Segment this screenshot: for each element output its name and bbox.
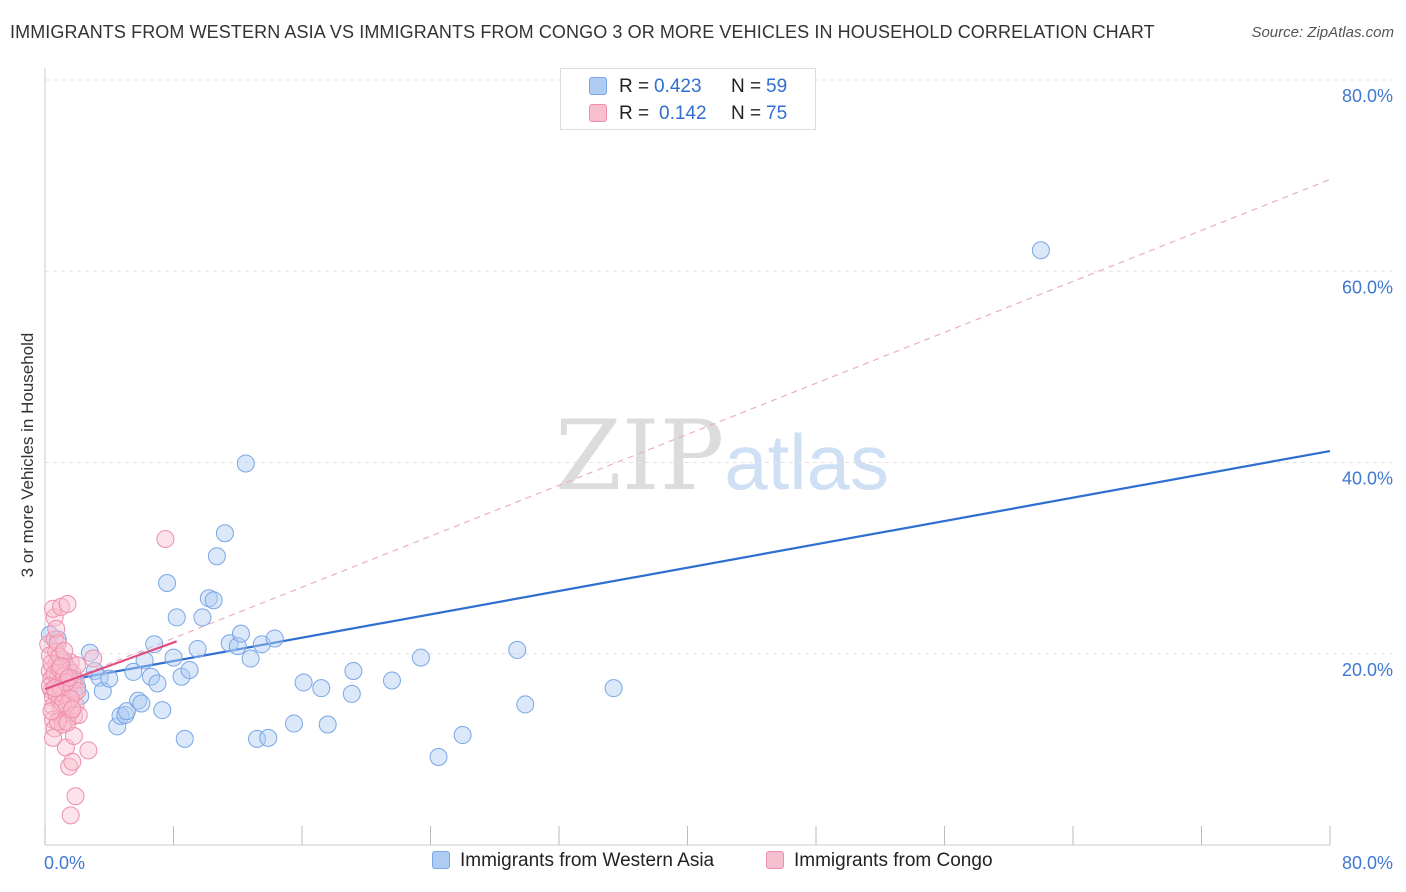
point-western-asia (411, 648, 430, 667)
point-western-asia (180, 661, 199, 680)
source-credit: Source: ZipAtlas.com (1251, 24, 1394, 41)
point-western-asia (265, 629, 284, 648)
point-congo (79, 741, 98, 760)
point-congo (84, 649, 103, 668)
y-tick-label: 60.0% (1342, 277, 1393, 297)
legend-item-congo: Immigrants from Congo (766, 850, 993, 872)
point-congo (156, 530, 175, 548)
chart-title: IMMIGRANTS FROM WESTERN ASIA VS IMMIGRAN… (10, 22, 1155, 42)
legend-n-label: N = (731, 76, 762, 97)
legend-swatch-western-asia (589, 77, 607, 95)
point-western-asia (215, 524, 234, 543)
point-western-asia (153, 701, 172, 720)
point-western-asia (516, 695, 535, 714)
point-congo (61, 806, 80, 825)
x-tick-label: 0.0% (44, 853, 85, 873)
point-western-asia (231, 624, 250, 643)
watermark-zip: ZIP (555, 400, 725, 512)
point-western-asia (318, 715, 337, 734)
correlation-legend: R = 0.423 N = 59 R = 0.142 N = 75 (560, 68, 816, 130)
point-congo (63, 752, 82, 771)
gridlines (45, 79, 1392, 655)
y-tick-label: 40.0% (1342, 469, 1393, 489)
legend-n-label: N = (731, 103, 762, 124)
point-western-asia (284, 714, 303, 733)
point-western-asia (312, 679, 331, 698)
point-congo (60, 757, 79, 776)
data-points (39, 241, 1050, 825)
legend-r-value: 0.423 (654, 76, 702, 97)
point-western-asia (188, 639, 207, 658)
point-western-asia (344, 661, 363, 680)
point-congo (48, 634, 67, 653)
legend-n-value: 75 (766, 103, 788, 124)
point-western-asia (241, 649, 260, 668)
legend-n-value: 59 (766, 76, 788, 97)
point-western-asia (193, 608, 212, 627)
y-axis-label: 3 or more Vehicles in Household (18, 332, 37, 578)
point-western-asia (164, 648, 183, 667)
legend-label-western-asia: Immigrants from Western Asia (460, 850, 715, 871)
point-western-asia (453, 726, 472, 745)
legend-r-label: R = (619, 103, 650, 124)
point-congo (63, 700, 82, 719)
point-western-asia (167, 608, 186, 627)
point-congo (58, 595, 77, 614)
point-western-asia (117, 702, 136, 721)
point-western-asia (236, 454, 255, 473)
point-western-asia (382, 671, 401, 690)
point-western-asia (207, 547, 226, 566)
x-tick-label: 80.0% (1342, 853, 1393, 873)
point-western-asia (604, 679, 623, 698)
point-western-asia (429, 748, 448, 767)
point-western-asia (175, 729, 194, 748)
point-congo (55, 641, 74, 660)
point-congo (42, 702, 61, 721)
axes (44, 68, 1331, 846)
point-western-asia (132, 694, 151, 713)
point-western-asia (294, 673, 313, 692)
point-western-asia (124, 662, 143, 681)
legend-r-label: R = (619, 76, 650, 97)
legend-label-congo: Immigrants from Congo (794, 850, 993, 871)
y-tick-label: 20.0% (1342, 660, 1393, 680)
legend-swatch-congo (589, 104, 607, 122)
point-congo (47, 619, 66, 638)
point-congo (44, 728, 63, 747)
point-western-asia (342, 684, 361, 703)
point-western-asia (158, 573, 177, 592)
legend-swatch-western-asia (432, 851, 450, 869)
point-congo (50, 647, 69, 666)
trend-line-congo (44, 640, 178, 691)
point-congo (48, 712, 67, 731)
point-congo (66, 787, 85, 806)
point-western-asia (100, 669, 119, 688)
point-western-asia (80, 643, 99, 662)
point-western-asia (1031, 241, 1050, 260)
tick-labels: 20.0% 40.0% 60.0% 80.0% 0.0% 80.0% (44, 86, 1393, 873)
trend-line-congo-extended (44, 178, 1331, 690)
point-western-asia (259, 728, 278, 747)
point-western-asia (204, 591, 223, 610)
legend-swatch-congo (766, 851, 784, 869)
y-tick-label: 80.0% (1342, 86, 1393, 106)
point-western-asia (142, 667, 161, 686)
trend-lines (44, 178, 1331, 690)
point-western-asia (129, 691, 148, 710)
legend-item-western-asia: Immigrants from Western Asia (432, 850, 714, 872)
point-western-asia (148, 674, 167, 693)
point-western-asia (508, 640, 527, 659)
legend-r-value: 0.142 (659, 103, 707, 124)
trend-line-western-asia (44, 449, 1331, 686)
